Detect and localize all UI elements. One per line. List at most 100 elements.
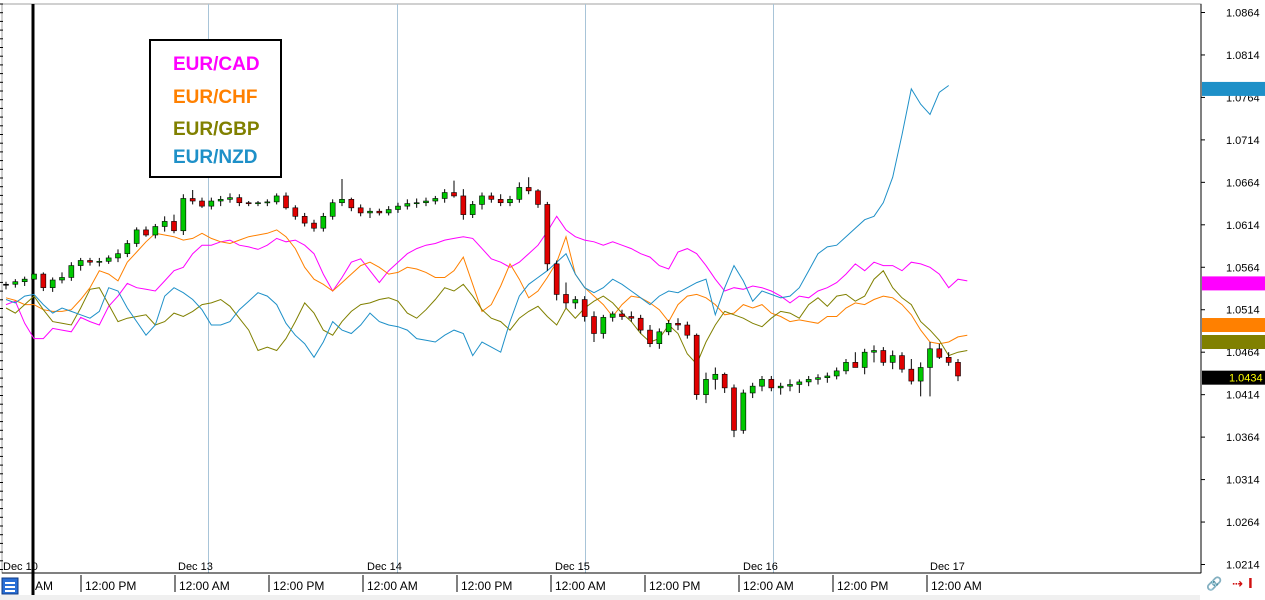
candle xyxy=(40,272,47,292)
candle-body xyxy=(404,203,411,207)
candle-body xyxy=(843,362,849,372)
date-label: Dec 16 xyxy=(743,561,778,573)
candle xyxy=(31,270,37,284)
series-line-eurchf xyxy=(5,229,968,345)
candle-body xyxy=(208,200,215,207)
y-tick-label: 1.0614 xyxy=(1226,220,1260,232)
candle xyxy=(479,192,485,210)
candle-body xyxy=(600,317,607,334)
candle-body xyxy=(497,199,504,204)
candle xyxy=(395,202,401,213)
candle-body xyxy=(348,199,355,209)
candle xyxy=(49,277,56,292)
candle xyxy=(255,201,261,207)
candle xyxy=(283,192,289,210)
candle xyxy=(413,198,420,208)
candle-body xyxy=(796,381,803,385)
candle-body xyxy=(49,279,56,288)
candle-body xyxy=(301,216,308,224)
candle xyxy=(301,212,308,227)
candle-body xyxy=(3,283,9,286)
candle-body xyxy=(180,198,187,232)
candle xyxy=(749,382,756,399)
candle-body xyxy=(553,263,560,295)
candle xyxy=(852,352,859,368)
candle-body xyxy=(283,195,289,209)
candle xyxy=(367,207,373,219)
candle xyxy=(796,379,803,393)
series-marker xyxy=(1202,335,1265,350)
candle-body xyxy=(451,192,457,197)
candle xyxy=(12,279,19,288)
candle xyxy=(563,282,569,309)
series-marker xyxy=(1202,276,1265,291)
candle-body xyxy=(161,221,168,227)
candle-body xyxy=(675,323,681,326)
candle xyxy=(843,358,849,375)
candle-body xyxy=(815,377,821,380)
candle-body xyxy=(665,323,672,333)
candle-body xyxy=(376,210,383,214)
candle-body xyxy=(619,313,625,317)
candle-body xyxy=(31,273,37,280)
candle-body xyxy=(488,195,495,200)
current-price-label: 1.0434 xyxy=(1229,373,1263,385)
candle xyxy=(105,255,112,264)
candle xyxy=(880,347,887,366)
candle-body xyxy=(329,202,336,217)
y-tick-label: 1.0214 xyxy=(1226,560,1260,572)
legend-item-eurnzd: EUR/NZD xyxy=(173,147,258,168)
candle-body xyxy=(77,260,84,266)
y-tick-label: 1.0564 xyxy=(1226,262,1260,274)
candle xyxy=(115,249,121,263)
candle xyxy=(927,342,933,397)
candle xyxy=(451,180,457,198)
candle-body xyxy=(917,367,924,382)
candle xyxy=(357,204,364,217)
candle-body xyxy=(637,317,644,331)
y-tick-label: 1.0464 xyxy=(1226,347,1260,359)
candle xyxy=(348,197,355,212)
y-tick-label: 1.0314 xyxy=(1226,475,1260,487)
pin-icon[interactable]: I xyxy=(1248,577,1253,592)
candle xyxy=(385,206,392,216)
candle-body xyxy=(105,257,112,262)
arrow-icon[interactable]: ⇢ xyxy=(1232,577,1243,592)
candle-body xyxy=(955,362,961,377)
candle xyxy=(311,219,317,232)
candle xyxy=(488,192,495,203)
candle xyxy=(339,178,345,207)
candle-body xyxy=(432,198,439,202)
candle xyxy=(833,367,840,380)
candle-body xyxy=(273,195,280,203)
series-line-eurnzd xyxy=(5,85,949,359)
series-line-eurgbp xyxy=(5,269,968,366)
candle-body xyxy=(115,253,121,259)
candle xyxy=(712,367,719,390)
candle-body xyxy=(759,379,765,387)
menu-icon-bar xyxy=(5,586,15,588)
candle xyxy=(133,227,140,247)
link-icon[interactable]: 🔗 xyxy=(1206,577,1223,592)
candle-body xyxy=(749,385,756,394)
candle-body xyxy=(441,192,448,199)
menu-icon-bar xyxy=(5,590,15,592)
candle xyxy=(217,195,224,207)
series-line-eurcad xyxy=(5,215,968,340)
candle-body xyxy=(787,384,793,387)
candle-body xyxy=(889,355,896,363)
candle xyxy=(3,281,9,290)
candle-body xyxy=(96,261,103,263)
candle-body xyxy=(712,373,719,380)
time-label: 12:00 PM xyxy=(461,579,512,593)
candle xyxy=(236,194,243,207)
candle xyxy=(936,343,943,359)
candle xyxy=(189,189,196,205)
date-label: Dec 14 xyxy=(367,561,402,573)
candle-body xyxy=(628,316,635,319)
candle-body xyxy=(581,299,588,317)
candle xyxy=(507,195,513,207)
candle-body xyxy=(740,392,747,431)
candle-body xyxy=(936,348,943,358)
